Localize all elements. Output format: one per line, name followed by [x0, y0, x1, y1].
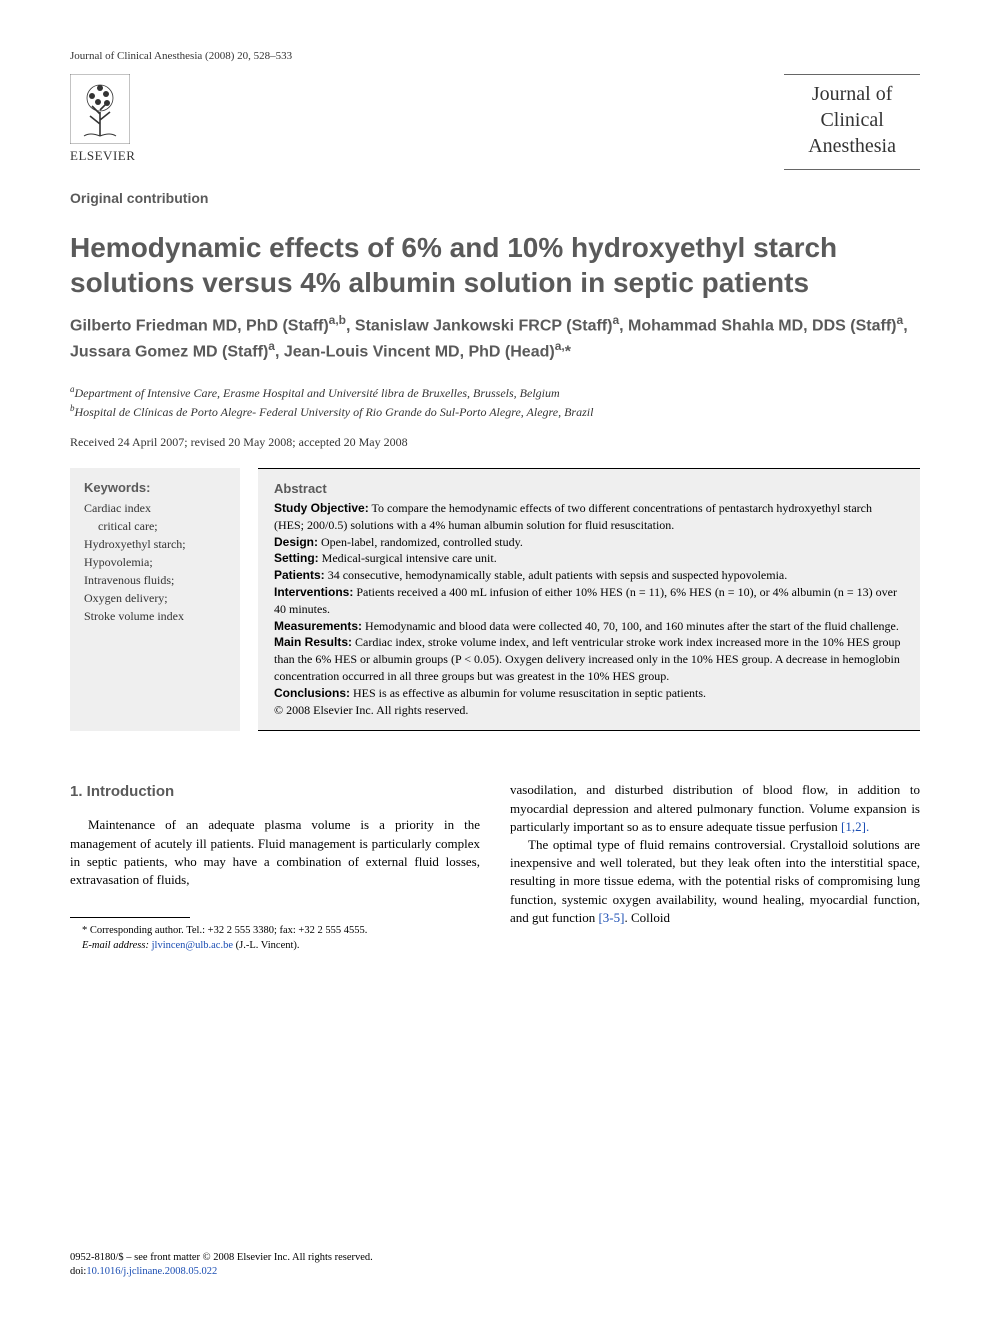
- footnote-rule: [70, 917, 190, 918]
- abstract-section: Design: Open-label, randomized, controll…: [274, 534, 904, 551]
- article-type: Original contribution: [70, 190, 920, 206]
- journal-line3: Anesthesia: [808, 133, 896, 159]
- email-tail: (J.-L. Vincent).: [233, 940, 300, 951]
- column-left: 1. Introduction Maintenance of an adequa…: [70, 781, 480, 953]
- abstract-text: Hemodynamic and blood data were collecte…: [362, 619, 899, 633]
- running-header: Journal of Clinical Anesthesia (2008) 20…: [70, 50, 920, 62]
- email-link[interactable]: jlvincen@ulb.ac.be: [152, 940, 233, 951]
- abstract-section: Main Results: Cardiac index, stroke volu…: [274, 634, 904, 684]
- abstract-label: Conclusions:: [274, 686, 350, 700]
- front-matter-line: 0952-8180/$ – see front matter © 2008 El…: [70, 1251, 373, 1266]
- abstract-text: 34 consecutive, hemodynamically stable, …: [325, 568, 788, 582]
- keyword-item: Intravenous fluids;: [84, 571, 226, 589]
- email-footnote: E-mail address: jlvincen@ulb.ac.be (J.-L…: [70, 939, 480, 954]
- keyword-item: Hydroxyethyl starch;: [84, 535, 226, 553]
- keywords-list: Cardiac indexcritical care;Hydroxyethyl …: [84, 499, 226, 625]
- column-right: vasodilation, and disturbed distribution…: [510, 781, 920, 953]
- abstract-text: Open-label, randomized, controlled study…: [318, 535, 523, 549]
- affiliations: aDepartment of Intensive Care, Erasme Ho…: [70, 383, 920, 421]
- email-label: E-mail address:: [82, 940, 152, 951]
- header-row: ELSEVIER Journal of Clinical Anesthesia: [70, 74, 920, 170]
- keyword-item: Oxygen delivery;: [84, 589, 226, 607]
- abstract-row: Keywords: Cardiac indexcritical care;Hyd…: [70, 468, 920, 731]
- abstract-copyright: © 2008 Elsevier Inc. All rights reserved…: [274, 702, 904, 719]
- keywords-heading: Keywords:: [84, 480, 226, 495]
- journal-line1: Journal of: [808, 81, 896, 107]
- abstract-section: Interventions: Patients received a 400 m…: [274, 584, 904, 618]
- abstract-label: Measurements:: [274, 619, 362, 633]
- body-columns: 1. Introduction Maintenance of an adequa…: [70, 781, 920, 953]
- affiliation-b: bHospital de Clínicas de Porto Alegre- F…: [70, 402, 920, 421]
- abstract-section: Setting: Medical-surgical intensive care…: [274, 550, 904, 567]
- abstract-text: Patients received a 400 mL infusion of e…: [274, 585, 897, 616]
- abstract-box: Abstract Study Objective: To compare the…: [258, 468, 920, 731]
- article-title: Hemodynamic effects of 6% and 10% hydrox…: [70, 230, 920, 300]
- publisher-block: ELSEVIER: [70, 74, 135, 164]
- abstract-text: Medical-surgical intensive care unit.: [319, 551, 497, 565]
- abstract-section: Measurements: Hemodynamic and blood data…: [274, 618, 904, 635]
- keyword-item: Stroke volume index: [84, 607, 226, 625]
- abstract-heading: Abstract: [274, 481, 904, 496]
- intro-p1-right: vasodilation, and disturbed distribution…: [510, 781, 920, 836]
- abstract-section: Conclusions: HES is as effective as albu…: [274, 685, 904, 702]
- ref-link-1-2[interactable]: [1,2].: [841, 819, 869, 834]
- abstract-label: Study Objective:: [274, 501, 369, 515]
- footer-copyright: 0952-8180/$ – see front matter © 2008 El…: [70, 1251, 373, 1280]
- corresponding-author-footnote: * Corresponding author. Tel.: +32 2 555 …: [70, 924, 480, 939]
- introduction-heading: 1. Introduction: [70, 781, 480, 802]
- authors: Gilberto Friedman MD, PhD (Staff)a,b, St…: [70, 312, 920, 363]
- doi-line: doi:10.1016/j.jclinane.2008.05.022: [70, 1265, 373, 1280]
- affiliation-a: aDepartment of Intensive Care, Erasme Ho…: [70, 383, 920, 402]
- abstract-body: Study Objective: To compare the hemodyna…: [274, 500, 904, 718]
- intro-p2-right: The optimal type of fluid remains contro…: [510, 836, 920, 927]
- abstract-label: Interventions:: [274, 585, 353, 599]
- article-history: Received 24 April 2007; revised 20 May 2…: [70, 435, 920, 450]
- journal-line2: Clinical: [808, 107, 896, 133]
- abstract-label: Setting:: [274, 551, 319, 565]
- publisher-name: ELSEVIER: [70, 148, 135, 164]
- abstract-text: Cardiac index, stroke volume index, and …: [274, 635, 901, 683]
- abstract-label: Design:: [274, 535, 318, 549]
- abstract-section: Study Objective: To compare the hemodyna…: [274, 500, 904, 534]
- keyword-item: Hypovolemia;: [84, 553, 226, 571]
- abstract-text: HES is as effective as albumin for volum…: [350, 686, 706, 700]
- elsevier-tree-icon: [70, 74, 130, 144]
- doi-link[interactable]: 10.1016/j.jclinane.2008.05.022: [86, 1266, 217, 1277]
- abstract-label: Patients:: [274, 568, 325, 582]
- abstract-section: Patients: 34 consecutive, hemodynamicall…: [274, 567, 904, 584]
- keywords-box: Keywords: Cardiac indexcritical care;Hyd…: [70, 468, 240, 731]
- intro-p1-left: Maintenance of an adequate plasma volume…: [70, 816, 480, 889]
- keyword-item: critical care;: [84, 517, 226, 535]
- journal-title-box: Journal of Clinical Anesthesia: [784, 74, 920, 170]
- keyword-item: Cardiac index: [84, 499, 226, 517]
- ref-link-3-5[interactable]: [3-5]: [598, 910, 624, 925]
- abstract-label: Main Results:: [274, 635, 352, 649]
